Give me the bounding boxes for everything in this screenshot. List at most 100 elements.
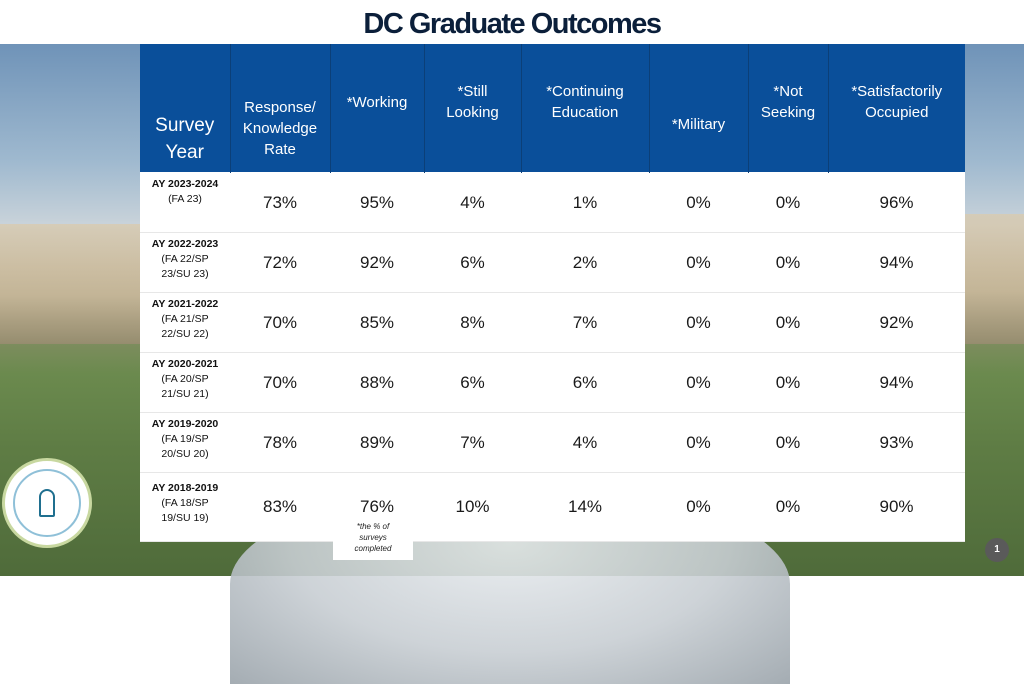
- header-still-looking: *Still Looking: [424, 44, 522, 173]
- header-survey-year-line2: Year: [165, 142, 204, 163]
- year-cell: AY 2022-2023 (FA 22/SP 23/SU 23): [140, 232, 230, 293]
- not-seeking-cell: 0%: [748, 352, 828, 413]
- still-looking-cell: 4%: [424, 172, 521, 233]
- still-looking-cell: 6%: [424, 352, 521, 413]
- year-label: AY 2018-2019: [151, 482, 219, 494]
- logo-ring: [13, 469, 81, 537]
- table-row: AY 2022-2023 (FA 22/SP 23/SU 23) 72% 92%…: [140, 232, 965, 293]
- still-looking-cell: 6%: [424, 232, 521, 293]
- header-survey-year-line1: Survey: [155, 115, 215, 136]
- header-still-line1: *Still: [457, 83, 488, 100]
- header-not-line2: Seeking: [760, 104, 816, 121]
- continuing-education-cell: 6%: [521, 352, 649, 413]
- not-seeking-cell: 0%: [748, 172, 828, 233]
- still-looking-cell: 8%: [424, 292, 521, 353]
- year-terms-cont: 20/SU 20): [161, 448, 209, 460]
- header-response-rate: Response/ Knowledge Rate: [230, 44, 331, 173]
- satisfactorily-occupied-cell: 94%: [828, 232, 965, 293]
- header-still-line2: Looking: [446, 104, 499, 121]
- military-cell: 0%: [649, 472, 748, 542]
- still-looking-cell: 7%: [424, 412, 521, 473]
- header-satisfactorily-line2: Occupied: [865, 104, 929, 121]
- year-label: AY 2022-2023: [151, 238, 219, 250]
- not-seeking-cell: 0%: [748, 472, 828, 542]
- satisfactorily-occupied-cell: 93%: [828, 412, 965, 473]
- response-rate-cell: 70%: [230, 352, 330, 413]
- header-continuing-education: *Continuing Education: [521, 44, 650, 173]
- outcomes-table: Survey Year Response/ Knowledge Rate *Wo…: [140, 44, 965, 542]
- response-rate-cell: 78%: [230, 412, 330, 473]
- header-not-seeking: *Not Seeking: [748, 44, 829, 173]
- response-rate-cell: 83%: [230, 472, 330, 542]
- working-cell: 88%: [330, 352, 424, 413]
- year-terms-cont: 23/SU 23): [161, 268, 209, 280]
- career-services-logo: [2, 458, 92, 548]
- table-row: AY 2018-2019 (FA 18/SP 19/SU 19) 83% 76%…: [140, 472, 965, 542]
- header-working: *Working: [330, 44, 425, 173]
- response-rate-cell: 70%: [230, 292, 330, 353]
- footnote-line2: surveys: [359, 533, 387, 542]
- continuing-education-cell: 7%: [521, 292, 649, 353]
- continuing-education-cell: 1%: [521, 172, 649, 233]
- table-row: AY 2019-2020 (FA 19/SP 20/SU 20) 78% 89%…: [140, 412, 965, 473]
- not-seeking-cell: 0%: [748, 412, 828, 473]
- working-cell: 89%: [330, 412, 424, 473]
- page-number: 1: [985, 538, 1009, 562]
- header-row: Survey Year Response/ Knowledge Rate *Wo…: [140, 44, 965, 173]
- continuing-education-cell: 14%: [521, 472, 649, 542]
- header-response-line2: Knowledge: [242, 120, 318, 137]
- year-terms: (FA 19/SP: [161, 433, 209, 445]
- still-looking-cell: 10%: [424, 472, 521, 542]
- year-cell: AY 2020-2021 (FA 20/SP 21/SU 21): [140, 352, 230, 413]
- year-label: AY 2021-2022: [151, 298, 219, 310]
- header-working-label: *Working: [346, 93, 408, 111]
- year-terms: (FA 22/SP: [161, 253, 209, 265]
- footnote: *the % of surveys completed: [333, 518, 413, 560]
- year-cell: AY 2023-2024 (FA 23): [140, 172, 230, 233]
- year-terms: (FA 21/SP: [161, 313, 209, 325]
- header-continuing-line2: Education: [551, 104, 619, 121]
- satisfactorily-occupied-cell: 90%: [828, 472, 965, 542]
- military-cell: 0%: [649, 232, 748, 293]
- header-military-label: *Military: [671, 115, 726, 133]
- page-title: DC Graduate Outcomes: [363, 8, 662, 40]
- year-label: AY 2020-2021: [151, 358, 219, 370]
- year-label: AY 2019-2020: [151, 418, 219, 430]
- military-cell: 0%: [649, 292, 748, 353]
- continuing-education-cell: 2%: [521, 232, 649, 293]
- year-cell: AY 2019-2020 (FA 19/SP 20/SU 20): [140, 412, 230, 473]
- year-cell: AY 2018-2019 (FA 18/SP 19/SU 19): [140, 472, 230, 542]
- military-cell: 0%: [649, 352, 748, 413]
- table-row: AY 2023-2024 (FA 23) 73% 95% 4% 1% 0% 0%…: [140, 172, 965, 233]
- satisfactorily-occupied-cell: 92%: [828, 292, 965, 353]
- footnote-line3: completed: [354, 544, 392, 553]
- satisfactorily-occupied-cell: 96%: [828, 172, 965, 233]
- table-row: AY 2021-2022 (FA 21/SP 22/SU 22) 70% 85%…: [140, 292, 965, 353]
- satisfactorily-occupied-cell: 94%: [828, 352, 965, 413]
- header-response-line1: Response/: [244, 99, 316, 116]
- header-not-line1: *Not: [773, 83, 803, 100]
- military-cell: 0%: [649, 172, 748, 233]
- response-rate-cell: 72%: [230, 232, 330, 293]
- header-survey-year: Survey Year: [140, 44, 231, 173]
- year-terms-cont: 21/SU 21): [161, 388, 209, 400]
- footnote-line1: *the % of: [356, 522, 390, 531]
- table-row: AY 2020-2021 (FA 20/SP 21/SU 21) 70% 88%…: [140, 352, 965, 413]
- header-military: *Military: [649, 44, 749, 173]
- working-cell: 92%: [330, 232, 424, 293]
- not-seeking-cell: 0%: [748, 232, 828, 293]
- response-rate-cell: 73%: [230, 172, 330, 233]
- military-cell: 0%: [649, 412, 748, 473]
- year-terms-cont: 19/SU 19): [161, 512, 209, 524]
- not-seeking-cell: 0%: [748, 292, 828, 353]
- year-terms: (FA 23): [168, 193, 202, 205]
- working-cell: 95%: [330, 172, 424, 233]
- year-terms: (FA 18/SP: [161, 497, 209, 509]
- header-satisfactorily-line1: *Satisfactorily: [851, 83, 943, 100]
- building-left: [0, 224, 150, 344]
- year-terms-cont: 22/SU 22): [161, 328, 209, 340]
- building-right: [962, 214, 1024, 344]
- year-label: AY 2023-2024: [151, 178, 219, 190]
- continuing-education-cell: 4%: [521, 412, 649, 473]
- header-satisfactorily-occupied: *Satisfactorily Occupied: [828, 44, 965, 173]
